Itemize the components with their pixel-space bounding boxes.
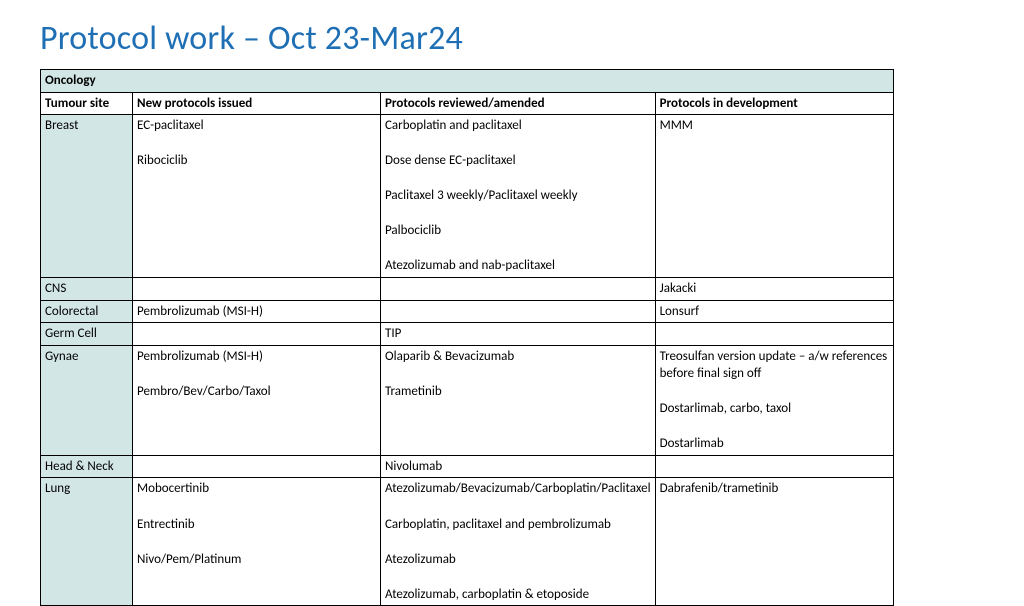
protocol-table: OncologyTumour siteNew protocols issuedP…: [40, 69, 894, 606]
column-header: Protocols in development: [655, 92, 893, 115]
cell-new: [133, 323, 381, 346]
cell-dev: Dabrafenib/trametinib: [655, 478, 893, 606]
cell-reviewed: Nivolumab: [381, 455, 656, 478]
table-row: ColorectalPembrolizumab (MSI-H) Lonsurf: [41, 300, 894, 323]
table-row: BreastEC-paclitaxel RibociclibCarboplati…: [41, 115, 894, 278]
cell-dev: MMM: [655, 115, 893, 278]
cell-tumour-site: Breast: [41, 115, 133, 278]
column-header: Protocols reviewed/amended: [381, 92, 656, 115]
cell-tumour-site: Lung: [41, 478, 133, 606]
cell-dev: Lonsurf: [655, 300, 893, 323]
cell-reviewed: [381, 300, 656, 323]
table-row: Head & Neck Nivolumab: [41, 455, 894, 478]
cell-tumour-site: Gynae: [41, 345, 133, 455]
cell-dev: [655, 323, 893, 346]
table-row: CNS Jakacki: [41, 278, 894, 301]
table-row: LungMobocertinib Entrectinib Nivo/Pem/Pl…: [41, 478, 894, 606]
cell-reviewed: Atezolizumab/Bevacizumab/Carboplatin/Pac…: [381, 478, 656, 606]
cell-new: [133, 455, 381, 478]
cell-tumour-site: Colorectal: [41, 300, 133, 323]
table-row: GynaePembrolizumab (MSI-H) Pembro/Bev/Ca…: [41, 345, 894, 455]
cell-dev: Treosulfan version update – a/w referenc…: [655, 345, 893, 455]
table-section-header: Oncology: [41, 70, 894, 93]
cell-tumour-site: Germ Cell: [41, 323, 133, 346]
cell-new: Pembrolizumab (MSI-H) Pembro/Bev/Carbo/T…: [133, 345, 381, 455]
column-header: New protocols issued: [133, 92, 381, 115]
cell-dev: Jakacki: [655, 278, 893, 301]
cell-tumour-site: CNS: [41, 278, 133, 301]
cell-reviewed: Carboplatin and paclitaxel Dose dense EC…: [381, 115, 656, 278]
cell-reviewed: Olaparib & Bevacizumab Trametinib: [381, 345, 656, 455]
cell-new: Pembrolizumab (MSI-H): [133, 300, 381, 323]
cell-reviewed: TIP: [381, 323, 656, 346]
cell-new: Mobocertinib Entrectinib Nivo/Pem/Platin…: [133, 478, 381, 606]
table-row: Germ Cell TIP: [41, 323, 894, 346]
cell-new: [133, 278, 381, 301]
page-title: Protocol work – Oct 23-Mar24: [40, 18, 984, 59]
column-header: Tumour site: [41, 92, 133, 115]
cell-new: EC-paclitaxel Ribociclib: [133, 115, 381, 278]
cell-dev: [655, 455, 893, 478]
cell-reviewed: [381, 278, 656, 301]
cell-tumour-site: Head & Neck: [41, 455, 133, 478]
